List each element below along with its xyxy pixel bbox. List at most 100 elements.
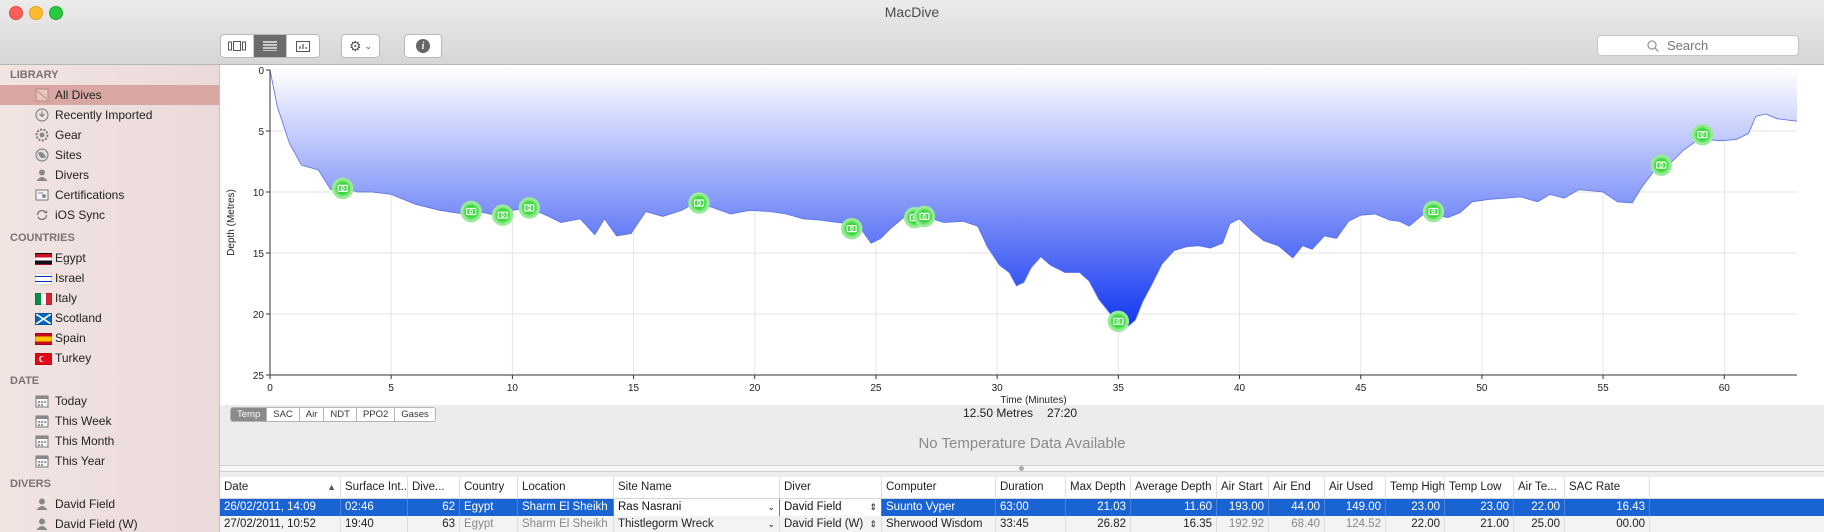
column-header[interactable]: Temp Low	[1445, 477, 1514, 498]
table-cell: 192.92	[1217, 516, 1269, 532]
column-header[interactable]: Computer	[882, 477, 996, 498]
column-header[interactable]: Diver	[780, 477, 882, 498]
divider-handle[interactable]	[1019, 466, 1024, 471]
table-cell[interactable]: David Field (W) ⇕	[780, 516, 882, 532]
table-cell[interactable]: Thistlegorm Wreck ⌄	[614, 516, 780, 532]
x-tick-label: 35	[1113, 383, 1125, 394]
person-icon	[35, 517, 49, 531]
table-cell-value: 63:00	[1000, 501, 1029, 513]
sidebar-item-david-field[interactable]: David Field	[0, 494, 219, 514]
column-header-label: Site Name	[618, 481, 672, 493]
depth-profile-area	[270, 70, 1797, 327]
sidebar-item-label: Scotland	[55, 311, 102, 325]
sort-ascending-icon: ▲	[327, 482, 336, 492]
column-header[interactable]: Duration	[996, 477, 1066, 498]
split-view-divider[interactable]	[220, 465, 1824, 472]
table-cell-value: 00.00	[1616, 518, 1645, 530]
table-cell-value: Egypt	[464, 501, 494, 513]
sidebar-item-this-year[interactable]: This Year	[0, 451, 219, 471]
sidebar-item-certifications[interactable]: Certifications	[0, 185, 219, 205]
chart-tab-temp[interactable]: Temp	[231, 408, 268, 421]
sidebar-item-ios-sync[interactable]: iOS Sync	[0, 205, 219, 225]
flag-turkey-icon	[35, 353, 52, 365]
sidebar-item-italy[interactable]: Italy	[0, 288, 219, 308]
close-window-button[interactable]	[9, 6, 23, 20]
table-cell-value: 124.52	[1345, 518, 1381, 530]
column-header[interactable]: Country	[460, 477, 518, 498]
sidebar-item-scotland[interactable]: Scotland	[0, 308, 219, 328]
zoom-window-button[interactable]	[49, 6, 63, 20]
sidebar-item-this-month[interactable]: This Month	[0, 431, 219, 451]
x-tick-label: 45	[1355, 383, 1367, 394]
cover-flow-view-button[interactable]	[221, 35, 254, 57]
x-tick-label: 5	[388, 383, 394, 394]
column-header[interactable]: Surface Int...	[341, 477, 408, 498]
minimize-window-button[interactable]	[29, 6, 43, 20]
search-input[interactable]	[1665, 37, 1749, 54]
sidebar-item-label: This Year	[55, 454, 106, 468]
sidebar-item-spain[interactable]: Spain	[0, 328, 219, 348]
y-tick-label: 10	[253, 188, 265, 199]
table-cell[interactable]: David Field ⇕	[780, 499, 882, 516]
table-row[interactable]: 27/02/2011, 10:52 19:40 63 Egypt Sharm El Sh…	[220, 516, 1824, 532]
column-header[interactable]: Air Used	[1325, 477, 1386, 498]
camera-icon	[1656, 161, 1667, 169]
chart-tab-sac[interactable]: SAC	[267, 408, 300, 421]
chart-data-tabs: Temp SAC Air NDT PPO2 Gases	[230, 407, 436, 422]
info-icon: i	[416, 39, 430, 53]
table-cell: 00.00	[1565, 516, 1650, 532]
column-header[interactable]: Air Te...	[1514, 477, 1565, 498]
column-header[interactable]: Location	[518, 477, 614, 498]
sidebar-item-turkey[interactable]: Turkey	[0, 348, 219, 368]
sidebar-item-sites[interactable]: Sites	[0, 145, 219, 165]
sidebar-item-today[interactable]: Today	[0, 391, 219, 411]
column-header[interactable]: Average Depth	[1131, 477, 1217, 498]
table-cell-value: 21.00	[1480, 518, 1509, 530]
sidebar-item-david-field-w[interactable]: David Field (W)	[0, 514, 219, 532]
column-header[interactable]: Air Start	[1217, 477, 1269, 498]
stepper-icon: ⇕	[869, 519, 877, 529]
sidebar-section-header: DIVERS	[10, 478, 51, 490]
column-header[interactable]: Date ▲	[220, 477, 341, 498]
certificate-icon	[35, 188, 49, 202]
action-menu-button[interactable]: ⚙ ⌄	[341, 34, 380, 58]
column-header[interactable]: SAC Rate	[1565, 477, 1650, 498]
table-header-row: Date ▲ Surface Int... Dive... Country Locatio…	[220, 477, 1824, 499]
table-row[interactable]: 26/02/2011, 14:09 02:46 62 Egypt Sharm El Sh…	[220, 499, 1824, 516]
sidebar-item-egypt[interactable]: Egypt	[0, 248, 219, 268]
chart-tab-ppo2[interactable]: PPO2	[357, 408, 396, 421]
sidebar-item-divers[interactable]: Divers	[0, 165, 219, 185]
info-button[interactable]: i	[404, 34, 442, 58]
sidebar-item-label: David Field	[55, 497, 116, 511]
column-header[interactable]: Site Name	[614, 477, 780, 498]
sidebar-item-all-dives[interactable]: All Dives	[0, 85, 219, 105]
gear-icon	[35, 128, 49, 142]
sidebar-item-gear[interactable]: Gear	[0, 125, 219, 145]
sidebar-item-recently-imported[interactable]: Recently Imported	[0, 105, 219, 125]
chart-tab-gases[interactable]: Gases	[401, 409, 429, 420]
search-field[interactable]	[1597, 35, 1799, 56]
column-header[interactable]: Dive...	[408, 477, 460, 498]
chart-tab-air[interactable]: Air	[300, 408, 325, 421]
chart-tab-ndt[interactable]: NDT	[324, 408, 357, 421]
column-header-label: Dive...	[412, 481, 445, 493]
chart-view-button[interactable]	[287, 35, 319, 57]
table-cell[interactable]: Ras Nasrani ⌄	[614, 499, 780, 516]
empty-data-message: No Temperature Data Available	[918, 435, 1126, 452]
table-cell: 21.03	[1066, 499, 1131, 516]
list-view-button[interactable]	[254, 35, 287, 57]
sidebar-item-label: David Field (W)	[55, 517, 138, 531]
table-cell: 63	[408, 516, 460, 532]
column-header-label: Duration	[1000, 481, 1044, 493]
column-header[interactable]: Air End	[1269, 477, 1325, 498]
x-tick-label: 15	[628, 383, 640, 394]
table-cell-value: 16.35	[1183, 518, 1212, 530]
photo-marker	[1422, 200, 1445, 223]
sidebar-item-israel[interactable]: Israel	[0, 268, 219, 288]
x-tick-label: 10	[507, 383, 519, 394]
column-header-label: Temp Low	[1449, 481, 1502, 493]
column-header[interactable]: Temp High	[1386, 477, 1445, 498]
column-header[interactable]: Max Depth	[1066, 477, 1131, 498]
sidebar-item-label: Spain	[55, 331, 86, 345]
sidebar-item-this-week[interactable]: This Week	[0, 411, 219, 431]
